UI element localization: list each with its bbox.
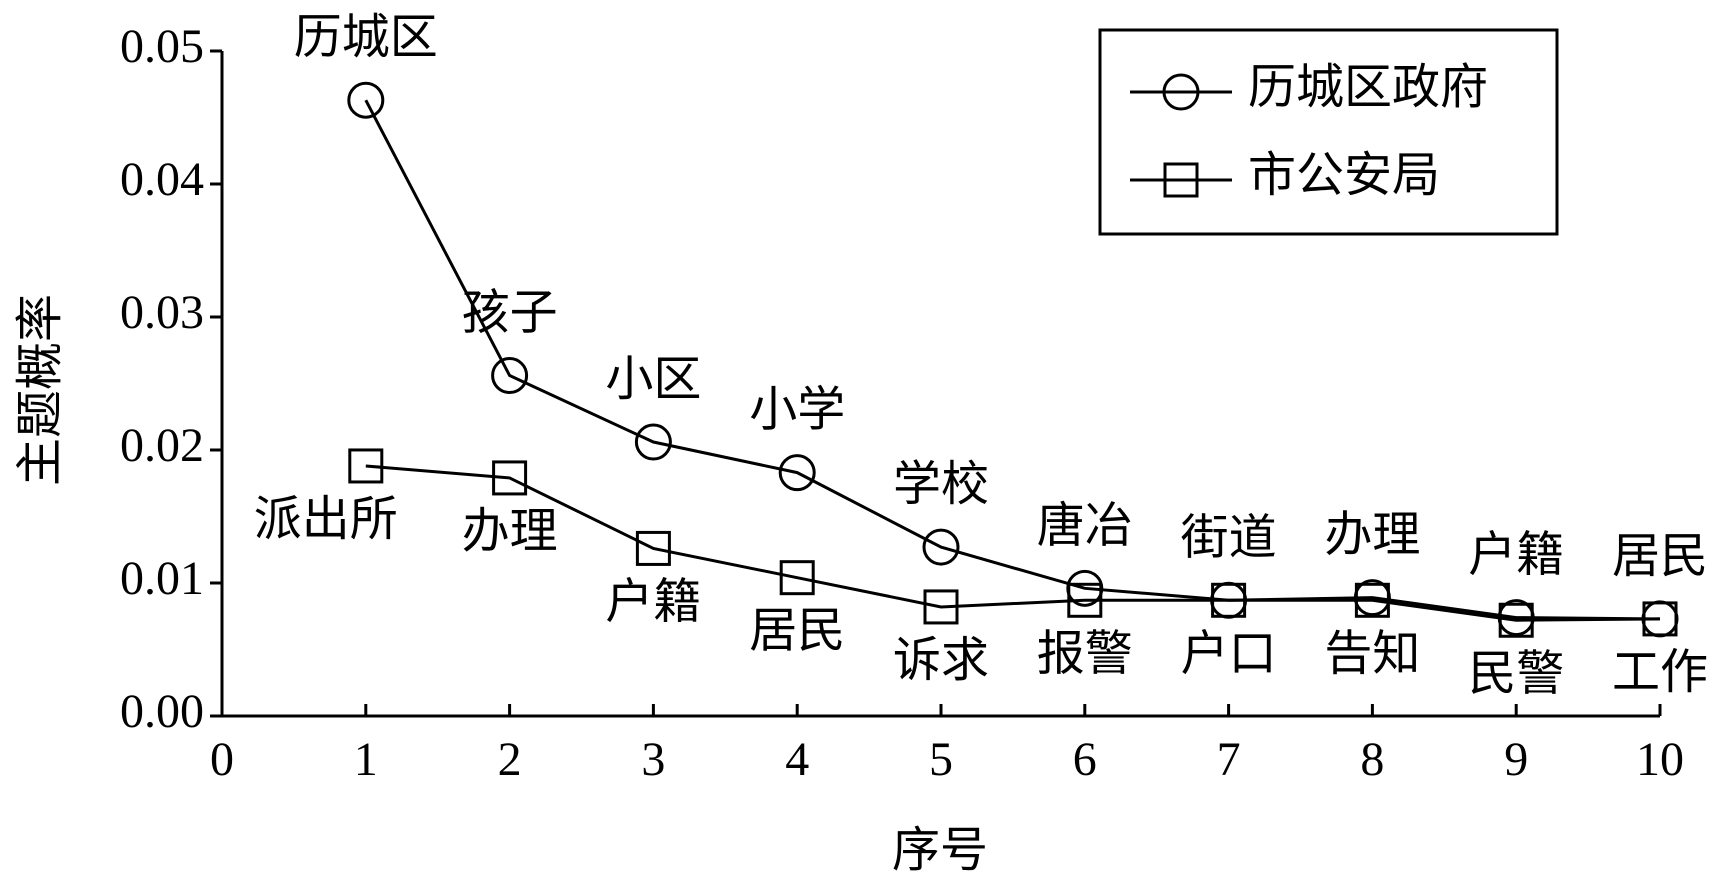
y-axis-label: 主题概率 [14,294,67,486]
point-label: 孩子 [462,287,558,340]
point-label: 居民 [1612,530,1708,583]
x-tick-label: 8 [1360,733,1384,786]
legend-marker [1163,162,1199,198]
point-marker [1067,582,1103,618]
legend-marker [1162,73,1200,111]
point-marker [1354,582,1390,618]
point-label: 居民 [749,605,845,658]
point-label: 小学 [749,384,845,437]
point-label: 户籍 [1468,529,1564,582]
point-marker [1498,602,1534,638]
point-label: 告知 [1324,627,1420,680]
y-tick-label: 0.05 [120,20,204,73]
point-marker [347,81,385,119]
x-tick-label: 3 [641,733,665,786]
x-tick-label: 6 [1073,733,1097,786]
point-marker [922,528,960,566]
y-tick-label: 0.03 [120,286,204,339]
y-tick-label: 0.00 [120,685,204,738]
x-axis-label: 序号 [892,824,988,877]
point-marker [635,530,671,566]
point-label: 报警 [1037,627,1133,680]
series-line [365,464,1661,622]
series-line [364,99,1661,621]
point-label: 户籍 [605,575,701,628]
point-label: 唐冶 [1037,499,1133,552]
point-label: 户口 [1181,627,1277,680]
point-label: 小区 [605,353,701,406]
y-tick-label: 0.01 [120,552,204,605]
x-tick-label: 1 [354,733,378,786]
point-label: 街道 [1181,511,1277,564]
point-marker [923,589,959,625]
x-tick-label: 2 [498,733,522,786]
point-label: 民警 [1468,647,1564,700]
legend-label: 历城区政府 [1248,61,1488,114]
legend-box [1098,28,1559,236]
legend-label: 市公安局 [1248,149,1440,202]
x-tick-label: 9 [1504,733,1528,786]
x-tick-label: 0 [210,733,234,786]
point-marker [1642,601,1678,637]
point-label: 办理 [462,505,558,558]
point-marker [348,448,384,484]
y-tick-label: 0.04 [120,153,204,206]
x-tick-label: 10 [1636,733,1684,786]
x-tick-label: 7 [1217,733,1241,786]
point-marker [1211,582,1247,618]
point-label: 学校 [893,458,989,511]
point-label: 诉求 [893,634,989,687]
x-tick-label: 5 [929,733,953,786]
x-tick-label: 4 [785,733,809,786]
point-marker [779,560,815,596]
y-tick-label: 0.02 [120,419,204,472]
point-marker [634,423,672,461]
point-marker [492,460,528,496]
point-label: 办理 [1324,509,1420,562]
point-marker [491,357,529,395]
point-marker [778,454,816,492]
point-label: 派出所 [254,493,398,546]
point-label: 历城区 [294,11,438,64]
point-label: 工作 [1612,646,1708,699]
